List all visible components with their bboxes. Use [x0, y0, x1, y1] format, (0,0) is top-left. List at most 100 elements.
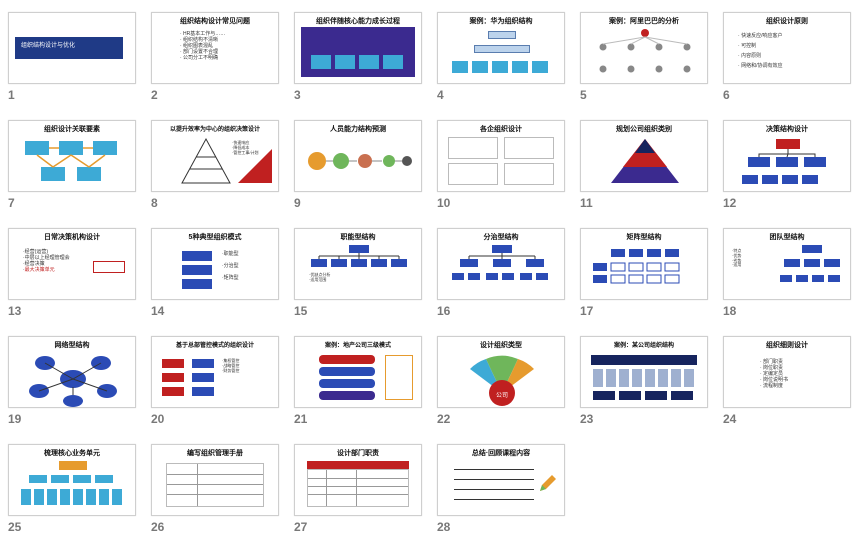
- slide-6-number: 6: [723, 88, 854, 102]
- slide-6-thumb[interactable]: 组织设计原则 · 快速反应/响应客户 · 可控制 · 内容原则 · 网络和/协调…: [723, 12, 851, 84]
- red-box-13: [93, 261, 125, 273]
- slide-17[interactable]: 矩阵型结构 17: [580, 228, 711, 318]
- slide-8[interactable]: 以提升效率为中心的组织决策设计 ·快速响应·降低成本·管控工事/计划 8: [151, 120, 282, 210]
- slide-11-thumb[interactable]: 规划公司组织类别: [580, 120, 708, 192]
- b1: [182, 251, 212, 261]
- slide-23[interactable]: 案例：某公司组织结构 23: [580, 336, 711, 426]
- slide-5-thumb[interactable]: 案例：阿里巴巴的分析: [580, 12, 708, 84]
- slide-12[interactable]: 决策结构设计 12: [723, 120, 854, 210]
- slide-2-title: 组织结构设计常见问题: [180, 16, 250, 26]
- network19: [9, 337, 136, 408]
- slide-4[interactable]: 案例：华为组织结构 4: [437, 12, 568, 102]
- inner-box1: [311, 55, 331, 69]
- slide-13[interactable]: 日常决策机构设计 ·经营(运营)·中层以上经理管理会·经营决策·最大决策单元 1…: [8, 228, 139, 318]
- slide-20[interactable]: 基于总部管控模式的组织设计 ·集权管控·战略管控·财务管控 20: [151, 336, 282, 426]
- slide-17-number: 17: [580, 304, 711, 318]
- slide-1-thumb[interactable]: 组织结构设计与优化: [8, 12, 136, 84]
- slide-26-thumb[interactable]: 编写组织管理手册: [151, 444, 279, 516]
- slide-24[interactable]: 组织细则设计 · 部门职责· 岗位职责· 定编定员· 岗位说明书· 流程制度 2…: [723, 336, 854, 426]
- slide-23-thumb[interactable]: 案例：某公司组织结构: [580, 336, 708, 408]
- org-c1: [452, 61, 468, 73]
- slide-10[interactable]: 各企组织设计 10: [437, 120, 568, 210]
- slide-10-thumb[interactable]: 各企组织设计: [437, 120, 565, 192]
- b2: [182, 265, 212, 275]
- trow1: [308, 478, 408, 479]
- org16: [438, 229, 565, 300]
- slide-19[interactable]: 网络型结构 19: [8, 336, 139, 426]
- slide-14[interactable]: 5种典型组织模式 ·职能型·分治型·矩阵型 14: [151, 228, 282, 318]
- slide-5[interactable]: 案例：阿里巴巴的分析 5: [580, 12, 711, 102]
- slide-10-title: 各企组织设计: [480, 124, 522, 134]
- slide-7-number: 7: [8, 196, 139, 210]
- b1: [192, 359, 214, 368]
- pyramid: [152, 121, 279, 192]
- inner-box2: [335, 55, 355, 69]
- slide-2-thumb[interactable]: 组织结构设计常见问题 · HR基本工作与……· 组织结构不清晰· 组织图表混乱·…: [151, 12, 279, 84]
- slide-7-thumb[interactable]: 组织设计关联要素: [8, 120, 136, 192]
- slide-21[interactable]: 案例：地产公司三级模式 21: [294, 336, 425, 426]
- slide-18[interactable]: 团队型结构 ·特点·优势·劣势·适用 18: [723, 228, 854, 318]
- slide-17-thumb[interactable]: 矩阵型结构: [580, 228, 708, 300]
- slide-27[interactable]: 设计部门职责 27: [294, 444, 425, 534]
- slide-12-thumb[interactable]: 决策结构设计: [723, 120, 851, 192]
- table-27: [307, 469, 409, 507]
- slide-6[interactable]: 组织设计原则 · 快速反应/响应客户 · 可控制 · 内容原则 · 网络和/协调…: [723, 12, 854, 102]
- slide-19-thumb[interactable]: 网络型结构: [8, 336, 136, 408]
- slide-8-thumb[interactable]: 以提升效率为中心的组织决策设计 ·快速响应·降低成本·管控工事/计划: [151, 120, 279, 192]
- slide-24-title: 组织细则设计: [766, 340, 808, 350]
- l3: [454, 489, 534, 490]
- org-c5: [532, 61, 548, 73]
- bullet4: · 网络和/协调有效应: [738, 63, 782, 69]
- slide-4-thumb[interactable]: 案例：华为组织结构: [437, 12, 565, 84]
- bullet3: · 内容原则: [738, 53, 761, 59]
- slide-16[interactable]: 分治型结构 16: [437, 228, 568, 318]
- bullet-text: · HR基本工作与……· 组织结构不清晰· 组织图表混乱· 部门设置不合理· 公…: [180, 31, 268, 61]
- slide-thumbnail-grid: 组织结构设计与优化 1 组织结构设计常见问题 · HR基本工作与……· 组织结构…: [8, 12, 854, 534]
- svg-text:公司: 公司: [496, 392, 508, 399]
- slide-16-thumb[interactable]: 分治型结构: [437, 228, 565, 300]
- slide-21-number: 21: [294, 412, 425, 426]
- slide-8-number: 8: [151, 196, 282, 210]
- table-26: [166, 463, 264, 507]
- slide-20-thumb[interactable]: 基于总部管控模式的组织设计 ·集权管控·战略管控·财务管控: [151, 336, 279, 408]
- slide-25-thumb[interactable]: 梳理核心业务单元: [8, 444, 136, 516]
- slide-7[interactable]: 组织设计关联要素 7: [8, 120, 139, 210]
- slide-12-number: 12: [723, 196, 854, 210]
- org-c2: [472, 61, 488, 73]
- slide-14-thumb[interactable]: 5种典型组织模式 ·职能型·分治型·矩阵型: [151, 228, 279, 300]
- slide-27-thumb[interactable]: 设计部门职责: [294, 444, 422, 516]
- slide-15[interactable]: 职能型结构 ·优缺点分析·适用范围 15: [294, 228, 425, 318]
- trow2: [308, 486, 408, 487]
- slide-25[interactable]: 梳理核心业务单元 25: [8, 444, 139, 534]
- slide-26[interactable]: 编写组织管理手册 26: [151, 444, 282, 534]
- slide-11[interactable]: 规划公司组织类别 11: [580, 120, 711, 210]
- slide-13-thumb[interactable]: 日常决策机构设计 ·经营(运营)·中层以上经理管理会·经营决策·最大决策单元: [8, 228, 136, 300]
- slide-22-thumb[interactable]: 设计组织类型 公司: [437, 336, 565, 408]
- slide-3-thumb[interactable]: 组织伴随核心能力成长过程: [294, 12, 422, 84]
- slide-18-thumb[interactable]: 团队型结构 ·特点·优势·劣势·适用: [723, 228, 851, 300]
- slide-5-number: 5: [580, 88, 711, 102]
- slide-3-number: 3: [294, 88, 425, 102]
- org-c4: [512, 61, 528, 73]
- slide-14-number: 14: [151, 304, 282, 318]
- slide-3[interactable]: 组织伴随核心能力成长过程 3: [294, 12, 425, 102]
- slide-9[interactable]: 人员能力结构预测 9: [294, 120, 425, 210]
- text-18: ·特点·优势·劣势·适用: [732, 249, 741, 268]
- slide-28[interactable]: 总结·回顾课程内容 28: [437, 444, 568, 534]
- tcol2: [356, 470, 357, 506]
- org-chart: [724, 121, 851, 192]
- bullet1: · 快速反应/响应客户: [738, 33, 782, 39]
- slide-27-title: 设计部门职责: [337, 448, 379, 458]
- circles-row: [295, 121, 422, 192]
- slide-22[interactable]: 设计组织类型 公司 22: [437, 336, 568, 426]
- slide-28-thumb[interactable]: 总结·回顾课程内容: [437, 444, 565, 516]
- slide-2[interactable]: 组织结构设计常见问题 · HR基本工作与……· 组织结构不清晰· 组织图表混乱·…: [151, 12, 282, 102]
- slide-3-title: 组织伴随核心能力成长过程: [316, 16, 400, 26]
- slide-26-number: 26: [151, 520, 282, 534]
- slide-1[interactable]: 组织结构设计与优化 1: [8, 12, 139, 102]
- slide-9-thumb[interactable]: 人员能力结构预测: [294, 120, 422, 192]
- l1: [454, 469, 534, 470]
- slide-24-thumb[interactable]: 组织细则设计 · 部门职责· 岗位职责· 定编定员· 岗位说明书· 流程制度: [723, 336, 851, 408]
- slide-15-thumb[interactable]: 职能型结构 ·优缺点分析·适用范围: [294, 228, 422, 300]
- slide-21-thumb[interactable]: 案例：地产公司三级模式: [294, 336, 422, 408]
